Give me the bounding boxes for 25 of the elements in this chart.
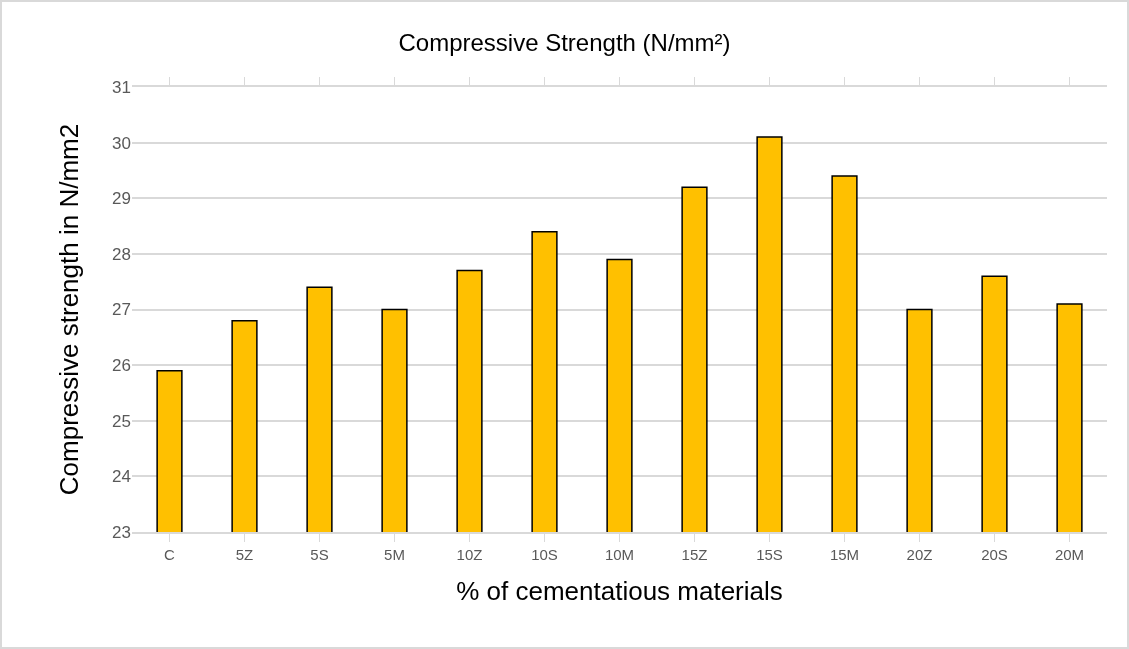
y-tick-label: 28 — [112, 244, 131, 264]
y-tick-label: 23 — [112, 522, 131, 542]
y-tick-label: 25 — [112, 411, 131, 431]
x-tick-label: C — [164, 545, 176, 563]
y-tick-label: 26 — [112, 356, 131, 376]
y-tick-label: 31 — [112, 77, 131, 97]
x-tick-label: 20Z — [906, 545, 933, 563]
x-tick-label: 20M — [1054, 545, 1085, 563]
x-tick-label: 15S — [756, 545, 783, 563]
x-tick-label: 20S — [981, 545, 1008, 563]
y-axis-title: Compressive strength in N/mm2 — [54, 123, 85, 496]
y-tick-label: 27 — [112, 300, 131, 320]
x-axis-title: % of cementatious materials — [456, 575, 783, 606]
y-tick-label: 30 — [112, 133, 131, 153]
y-tick-label: 24 — [112, 467, 131, 487]
x-tick-label: 10S — [531, 545, 558, 563]
chart-title: Compressive Strength (N/mm²) — [398, 29, 731, 57]
x-tick-label: 10Z — [456, 545, 483, 563]
x-tick-label: 10M — [604, 545, 635, 563]
y-tick-label: 29 — [112, 189, 131, 209]
x-tick-label: 15M — [829, 545, 860, 563]
x-tick-label: 15Z — [681, 545, 708, 563]
x-tick-label: 5Z — [235, 545, 254, 563]
x-tick-label: 5S — [310, 545, 329, 563]
x-tick-label: 5M — [384, 545, 405, 563]
